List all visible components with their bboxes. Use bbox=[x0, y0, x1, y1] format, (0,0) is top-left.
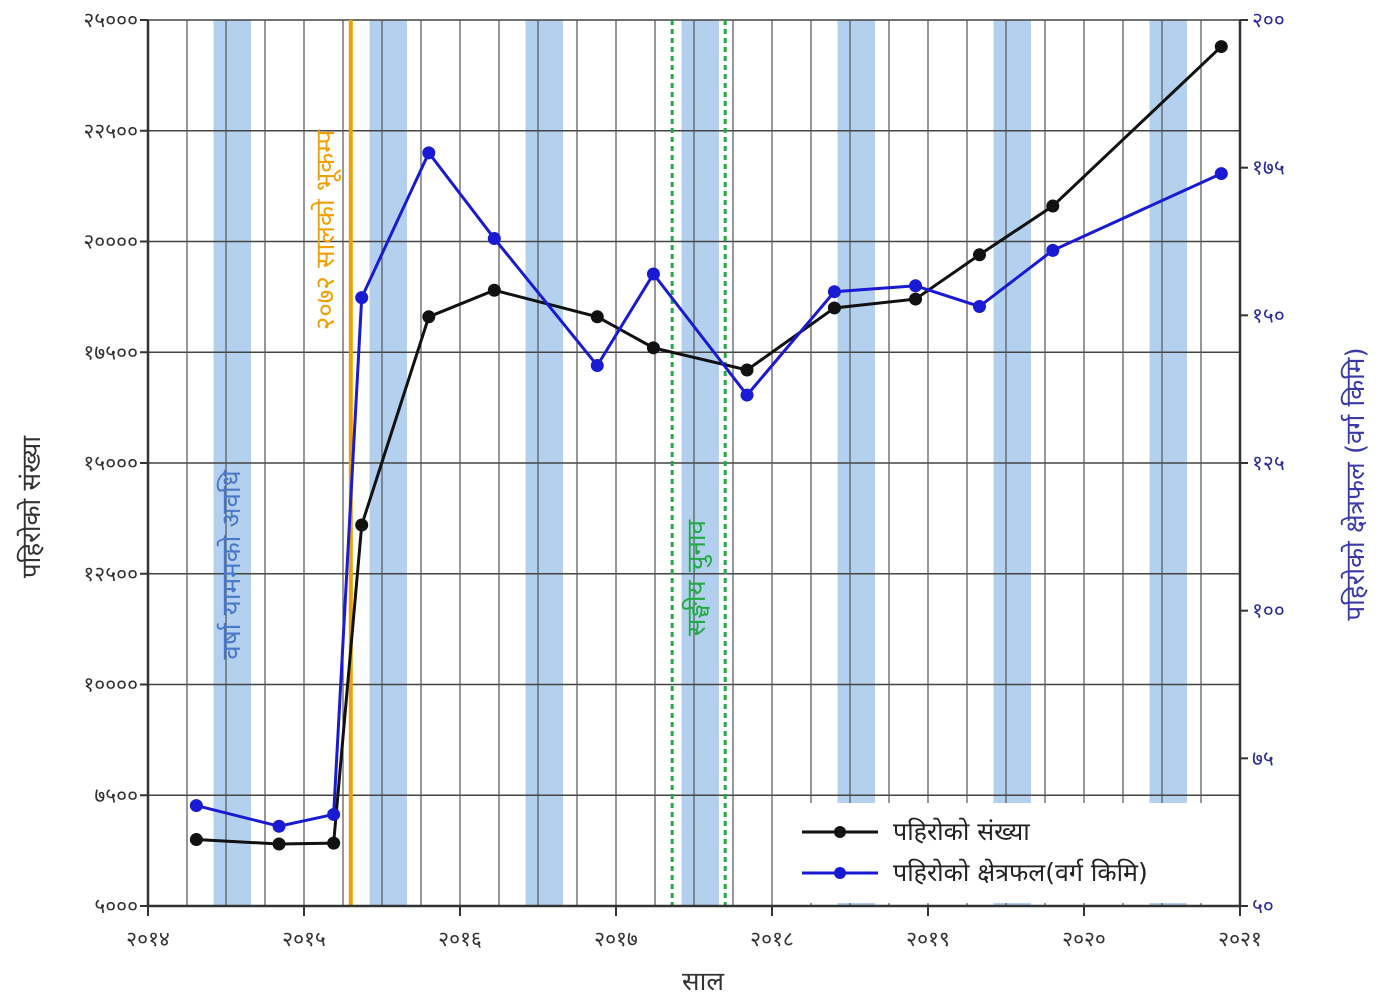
series-0-point-12 bbox=[1046, 199, 1060, 213]
series-0-point-2 bbox=[327, 836, 341, 850]
series-0-point-7 bbox=[646, 341, 660, 355]
y-left-tick-label-7: २२५०० bbox=[83, 119, 138, 143]
series-1-point-8 bbox=[740, 388, 754, 402]
series-0-point-8 bbox=[740, 363, 754, 377]
monsoon-annotation: वर्षा याममको अवधि bbox=[216, 469, 247, 659]
x-axis-label: साल bbox=[682, 967, 724, 997]
y-left-tick-label-2: १०००० bbox=[83, 673, 138, 697]
legend-marker-count bbox=[834, 826, 846, 838]
y-right-tick-label-0: ५० bbox=[1252, 894, 1274, 918]
series-0-point-9 bbox=[827, 301, 841, 315]
y-left-tick-label-4: १५००० bbox=[83, 451, 138, 475]
x-tick-label-6: २०२० bbox=[1062, 927, 1106, 951]
earthquake-annotation: २०७२ सालको भूकम्प bbox=[310, 128, 342, 330]
legend-marker-area bbox=[834, 867, 846, 879]
series-line-1 bbox=[195, 150, 1222, 828]
series-0-point-0 bbox=[189, 833, 203, 847]
series-1-point-9 bbox=[827, 285, 841, 299]
series-1-point-11 bbox=[972, 299, 986, 313]
y-right-tick-label-4: १५० bbox=[1252, 303, 1285, 327]
series-1-point-7 bbox=[646, 267, 660, 281]
y-left-tick-label-6: २०००० bbox=[83, 230, 138, 254]
series-1-point-1 bbox=[272, 819, 286, 833]
election-annotation: सङ्घीय चुनाव bbox=[681, 519, 712, 636]
x-tick-label-2: २०१६ bbox=[438, 927, 482, 951]
series-0-point-13 bbox=[1214, 40, 1228, 54]
legend-label-area: पहिरोको क्षेत्रफल(वर्ग किमि) bbox=[893, 858, 1148, 887]
series-1-point-13 bbox=[1214, 167, 1228, 181]
series-0-point-4 bbox=[422, 310, 436, 324]
series-0-point-5 bbox=[487, 283, 501, 297]
x-tick-label-0: २०१४ bbox=[126, 927, 170, 951]
event-lines bbox=[348, 20, 727, 906]
tick-labels: ५००० ७५०० १०००० १२५०० १५००० १७५०० २०००० २२५०० २५… bbox=[83, 8, 1284, 951]
legend: पहिरोको संख्या पहिरोको क्षेत्रफल(वर्ग कि… bbox=[790, 803, 1236, 903]
series-lines bbox=[189, 40, 1228, 851]
series-0-point-6 bbox=[590, 310, 604, 324]
x-tick-label-3: २०१७ bbox=[594, 927, 638, 951]
y-axis-label-right: पहिरोको क्षेत्रफल (वर्ग किमि) bbox=[1340, 347, 1371, 620]
y-left-tick-label-8: २५००० bbox=[83, 8, 138, 32]
y-left-tick-label-1: ७५०० bbox=[94, 783, 138, 807]
series-0-point-11 bbox=[972, 248, 986, 262]
legend-label-count: पहिरोको संख्या bbox=[893, 817, 1030, 846]
series-0-point-3 bbox=[355, 518, 369, 532]
y-left-tick-label-3: १२५०० bbox=[83, 562, 138, 586]
x-tick-label-1: २०१५ bbox=[282, 927, 326, 951]
series-1-point-6 bbox=[590, 359, 604, 373]
legend-box bbox=[790, 803, 1236, 903]
series-1-point-5 bbox=[487, 232, 501, 246]
series-0-point-1 bbox=[272, 837, 286, 851]
x-tick-label-4: २०१८ bbox=[750, 927, 794, 951]
series-1-point-4 bbox=[422, 146, 436, 160]
y-axis-label-left: पहिरोको संख्या bbox=[16, 435, 47, 579]
series-1-point-3 bbox=[355, 291, 369, 305]
y-left-tick-label-5: १७५०० bbox=[83, 340, 138, 364]
series-1-point-10 bbox=[909, 279, 923, 293]
y-right-tick-label-3: १२५ bbox=[1252, 451, 1285, 475]
series-line-0 bbox=[196, 45, 1223, 846]
y-right-tick-label-1: ७५ bbox=[1252, 746, 1274, 770]
series-1-point-0 bbox=[189, 799, 203, 813]
y-right-tick-label-2: १०० bbox=[1252, 599, 1285, 623]
x-tick-label-5: २०१९ bbox=[906, 927, 950, 951]
x-tick-label-7: २०२१ bbox=[1218, 927, 1262, 951]
y-right-tick-label-5: १७५ bbox=[1252, 156, 1285, 180]
series-0-point-10 bbox=[909, 292, 923, 306]
y-left-tick-label-0: ५००० bbox=[94, 894, 138, 918]
y-right-tick-label-6: २०० bbox=[1252, 8, 1285, 32]
series-1-point-12 bbox=[1046, 243, 1060, 257]
series-1-point-2 bbox=[327, 807, 341, 821]
